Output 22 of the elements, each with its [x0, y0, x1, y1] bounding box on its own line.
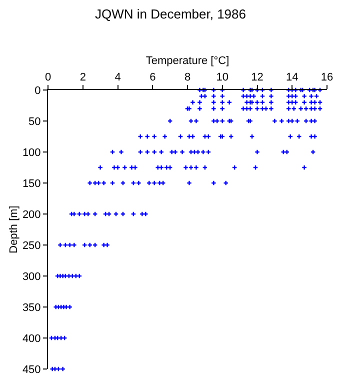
- x-tick-label: 10: [216, 72, 229, 84]
- y-tick-label: 400: [22, 332, 41, 345]
- x-tick-label: 0: [44, 72, 52, 84]
- y-tick-label: 100: [22, 146, 41, 159]
- y-tick-label: 50: [28, 116, 41, 128]
- chart-title: JQWN in December, 1986: [94, 6, 246, 22]
- x-tick-label: 2: [80, 72, 86, 84]
- x-tick-label: 4: [114, 72, 121, 84]
- y-tick-label: 200: [22, 208, 41, 221]
- y-tick-label: 250: [22, 240, 41, 252]
- y-axis-title: Depth [m]: [8, 206, 20, 254]
- y-tick-label: 150: [22, 178, 41, 190]
- x-axis-title: Temperature [°C]: [146, 55, 230, 68]
- y-tick-label: 450: [22, 364, 41, 376]
- x-tick-label: 14: [286, 72, 298, 84]
- y-tick-label: 0: [34, 84, 41, 97]
- x-tick-label: 12: [251, 72, 264, 84]
- x-tick-label: 6: [150, 72, 156, 84]
- y-tick-label: 300: [22, 270, 41, 283]
- x-tick-label: 8: [184, 72, 191, 84]
- y-tick-label: 350: [22, 302, 41, 314]
- x-tick-label: 16: [320, 72, 334, 84]
